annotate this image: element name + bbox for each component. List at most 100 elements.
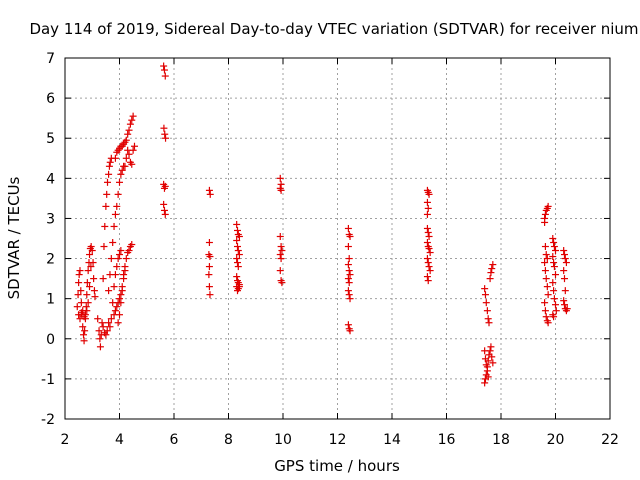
data-point <box>489 261 497 269</box>
data-point <box>423 224 431 232</box>
x-tick-label: 8 <box>224 432 233 448</box>
data-point <box>550 259 558 267</box>
data-point <box>424 204 432 212</box>
plot-frame <box>64 57 611 420</box>
data-point <box>100 243 108 251</box>
data-point <box>125 126 133 134</box>
data-point <box>276 232 284 240</box>
data-point <box>560 275 568 283</box>
data-point <box>110 222 118 230</box>
data-point <box>426 267 434 275</box>
data-point <box>276 174 284 182</box>
y-tick-label: 2 <box>46 252 55 268</box>
data-point <box>162 134 170 142</box>
data-point <box>485 319 493 327</box>
data-point <box>487 343 495 351</box>
data-point <box>74 291 82 299</box>
data-point <box>483 307 491 315</box>
data-point <box>114 255 122 263</box>
data-point <box>75 279 83 287</box>
data-point <box>111 307 119 315</box>
data-point <box>106 323 114 331</box>
data-point <box>107 315 115 323</box>
y-tick-label: 7 <box>46 51 55 67</box>
data-point <box>126 120 134 128</box>
data-point <box>423 198 431 206</box>
data-point <box>277 255 285 263</box>
data-point <box>552 247 559 255</box>
data-point <box>129 112 137 120</box>
data-points <box>73 62 571 387</box>
data-point <box>113 263 121 271</box>
data-point <box>87 263 95 271</box>
data-point <box>560 247 568 255</box>
data-point <box>541 218 549 226</box>
data-point <box>344 261 352 269</box>
data-point <box>117 170 125 178</box>
data-point <box>160 206 168 214</box>
data-point <box>424 228 432 236</box>
data-point <box>84 267 92 275</box>
data-point <box>76 315 84 323</box>
data-point <box>160 66 168 74</box>
data-point <box>544 291 552 299</box>
data-point <box>543 283 551 291</box>
data-point <box>423 255 431 263</box>
data-point <box>205 283 213 291</box>
data-point <box>550 243 558 251</box>
data-point <box>346 327 354 335</box>
y-tick-label: 3 <box>46 211 55 227</box>
data-point <box>425 190 433 198</box>
data-point <box>489 359 497 367</box>
data-point <box>486 347 494 355</box>
data-point <box>425 245 433 253</box>
data-point <box>425 263 433 271</box>
data-point <box>206 253 214 261</box>
data-point <box>206 291 214 299</box>
data-point <box>116 178 123 186</box>
data-point <box>276 267 284 275</box>
data-point <box>122 136 130 144</box>
data-point <box>104 178 112 186</box>
data-point <box>120 275 128 283</box>
data-point <box>205 186 213 194</box>
data-point <box>234 263 242 271</box>
data-point <box>543 255 551 263</box>
data-point <box>98 319 106 327</box>
data-point <box>481 291 489 299</box>
data-point <box>90 287 98 295</box>
data-point <box>90 275 98 283</box>
data-point <box>161 182 169 190</box>
data-point <box>117 299 125 307</box>
data-point <box>344 275 352 283</box>
x-tick-label: 6 <box>170 432 179 448</box>
data-point <box>160 62 168 70</box>
data-point <box>423 210 431 218</box>
data-point <box>234 247 242 255</box>
data-point <box>552 301 559 309</box>
data-point <box>84 299 92 307</box>
data-point <box>542 313 550 321</box>
data-point <box>550 239 558 247</box>
data-point <box>235 251 243 259</box>
data-point <box>344 321 352 329</box>
data-point <box>81 311 89 319</box>
data-point <box>560 251 568 259</box>
data-point <box>233 255 241 263</box>
data-point <box>80 331 88 339</box>
data-point <box>125 247 133 255</box>
data-point <box>96 343 104 351</box>
data-point <box>550 295 558 303</box>
x-tick-label: 14 <box>383 432 401 448</box>
data-point <box>161 72 169 80</box>
data-point <box>541 210 549 218</box>
data-point <box>73 303 81 311</box>
grid-lines <box>65 58 610 419</box>
data-point <box>117 291 125 299</box>
data-point <box>424 259 432 267</box>
data-point <box>481 379 489 387</box>
data-point <box>486 275 494 283</box>
data-point <box>277 243 285 251</box>
data-point <box>541 259 549 267</box>
